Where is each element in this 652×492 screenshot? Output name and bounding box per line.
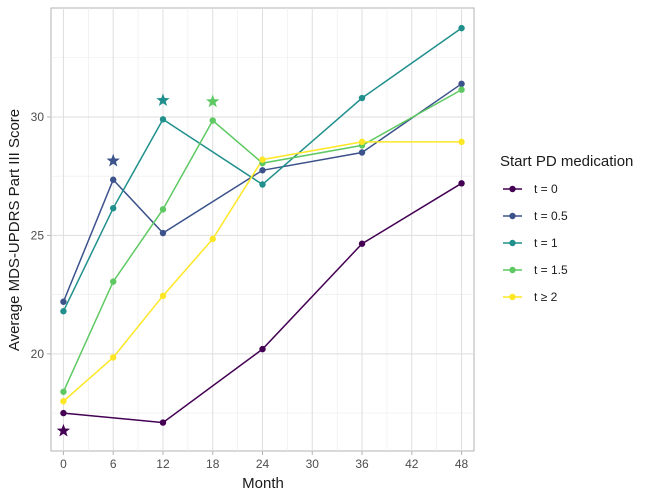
x-tick-label: 12 [156,457,170,471]
data-point [458,138,465,146]
x-tick-label: 48 [455,457,469,471]
x-axis-ticks: 0 6 12 18 24 30 36 42 48 [60,451,469,471]
y-axis-title: Average MDS-UPDRS Part III Score [6,109,23,351]
data-point [259,181,266,188]
series-points [60,24,465,426]
data-point [209,117,216,124]
data-point [358,138,366,146]
data-point [159,292,167,300]
y-tick-label: 30 [31,110,45,124]
data-point [159,419,167,426]
y-axis-ticks: 20 25 30 [31,110,51,361]
legend-label: t = 0 [534,182,558,196]
data-point [259,167,266,174]
legend-label: t ≥ 2 [534,290,558,304]
data-point [60,409,67,417]
x-tick-label: 0 [60,457,67,471]
data-point [60,298,67,305]
x-tick-label: 36 [355,457,369,471]
grid [51,8,474,451]
x-tick-label: 18 [206,457,220,471]
data-point [458,80,465,88]
data-point [358,149,366,156]
x-tick-label: 6 [110,457,117,471]
x-tick-label: 30 [306,457,320,471]
data-point [60,308,67,315]
x-axis-title: Month [242,475,284,492]
star-marker [156,93,170,107]
data-point [358,94,366,102]
data-point [159,116,167,123]
legend-key-point [509,212,516,220]
legend-label: t = 1.5 [534,263,568,277]
data-point [458,24,465,32]
data-point [159,229,167,237]
legend-title: Start PD medication [500,153,633,170]
data-point [110,204,117,212]
legend-key-point [509,239,516,247]
data-point [209,235,216,243]
data-point [60,398,67,405]
legend-label: t = 1 [534,236,558,250]
data-point [458,180,465,187]
legend-label: t = 0.5 [534,209,568,223]
legend-key-point [509,266,516,274]
series-line-1 [62,83,462,303]
x-tick-label: 24 [256,457,270,471]
data-point [259,156,266,163]
star-marker [56,423,71,437]
data-point [259,345,266,353]
star-markers [56,93,220,437]
y-tick-label: 25 [31,228,45,242]
y-tick-label: 20 [31,347,45,361]
data-point [60,388,67,395]
star-marker [206,94,220,108]
data-point [358,240,366,247]
data-point [110,278,117,285]
legend-key-point [509,293,516,301]
series-line-2 [62,27,462,312]
data-point [110,354,117,361]
legend: t = 0 t = 0.5 t = 1 t = 1.5 t ≥ 2 [503,182,568,304]
data-point [159,206,167,213]
x-tick-label: 42 [405,457,419,471]
star-marker [106,153,120,167]
legend-key-point [509,185,516,193]
data-point [458,86,465,93]
data-point [110,176,117,183]
